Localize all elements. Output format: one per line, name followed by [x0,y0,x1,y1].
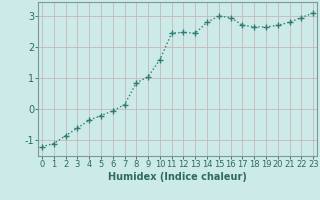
X-axis label: Humidex (Indice chaleur): Humidex (Indice chaleur) [108,172,247,182]
